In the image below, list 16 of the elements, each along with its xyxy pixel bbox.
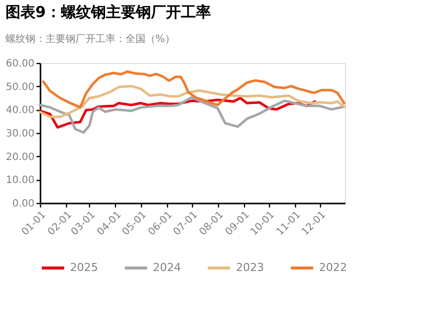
- line-series: [42, 70, 346, 109]
- y-tick-label: 0.00: [12, 198, 34, 210]
- y-tick-label: 10.00: [6, 175, 34, 186]
- line-series: [38, 84, 346, 118]
- legend-label: 2024: [153, 261, 181, 274]
- legend-label: 2023: [236, 261, 264, 274]
- y-tick-label: 50.00: [6, 82, 34, 93]
- y-tick-label: 20.00: [6, 152, 34, 163]
- legend-label: 2022: [319, 261, 347, 274]
- legend-label: 2025: [70, 261, 98, 274]
- chart-subtitle: 螺纹钢：主要钢厂开工率：全国（%）: [5, 33, 175, 45]
- y-tick-label: 60.00: [6, 58, 34, 70]
- y-tick-label: 40.00: [6, 105, 34, 116]
- line-series: [38, 96, 346, 134]
- chart-title: 图表9：螺纹钢主要钢厂开工率: [5, 3, 211, 21]
- y-tick-label: 30.00: [6, 128, 34, 140]
